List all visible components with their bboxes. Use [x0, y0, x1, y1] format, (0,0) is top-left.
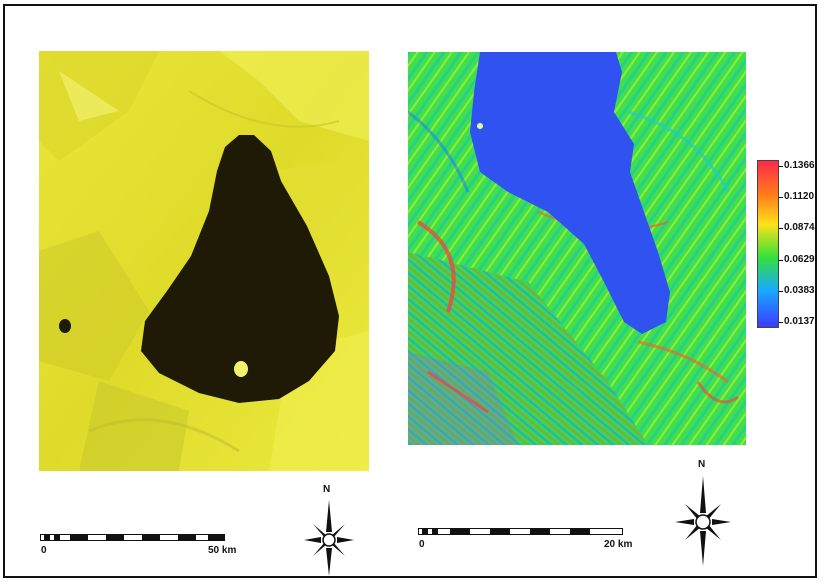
scale-bar-left [40, 533, 230, 543]
legend-tick [779, 166, 783, 167]
legend-label: 0.0383 [784, 285, 815, 296]
lake-shape [141, 135, 339, 403]
right-index-map [408, 52, 746, 445]
scale-bar-right [418, 527, 628, 537]
legend-tick [779, 291, 783, 292]
legend-label: 0.1120 [784, 191, 815, 202]
north-label: N [323, 484, 331, 495]
scale-label-end: 20 km [604, 539, 633, 550]
legend-tick [779, 260, 783, 261]
legend-label: 0.0137 [784, 316, 815, 327]
lake-shape [470, 52, 670, 334]
scale-label-start: 0 [41, 545, 47, 556]
compass-rose-icon [673, 470, 733, 570]
legend-label: 0.0874 [784, 222, 815, 233]
scale-label-end: 50 km [208, 545, 237, 556]
left-satellite-map [39, 51, 369, 471]
scale-label-start: 0 [419, 539, 425, 550]
legend-tick [779, 322, 783, 323]
island [234, 361, 248, 377]
legend-tick [779, 197, 783, 198]
compass-rose-icon [302, 496, 356, 576]
small-pond [59, 319, 71, 333]
color-scale-legend [757, 160, 779, 328]
legend-tick [779, 228, 783, 229]
legend-label: 0.1366 [784, 160, 815, 171]
legend-label: 0.0629 [784, 254, 815, 265]
north-label: N [698, 459, 706, 470]
